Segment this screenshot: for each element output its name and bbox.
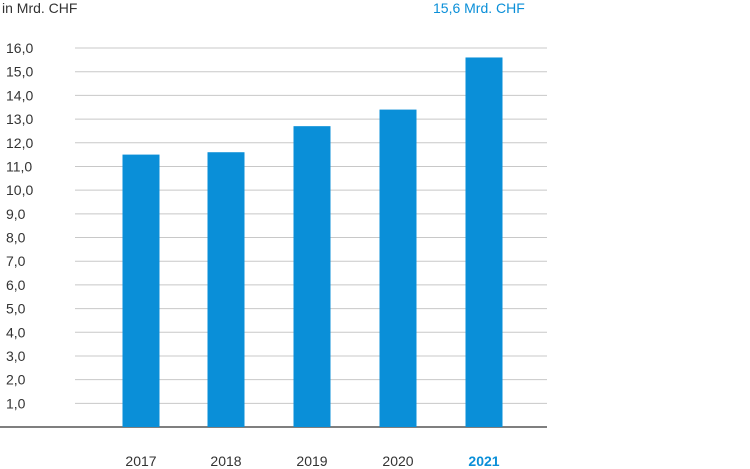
y-tick-label: 9,0 bbox=[6, 206, 26, 222]
y-tick-label: 11,0 bbox=[6, 158, 32, 174]
highlight-value-label: 15,6 Mrd. CHF bbox=[433, 0, 525, 16]
y-tick-label: 16,0 bbox=[6, 40, 33, 56]
y-tick-label: 4,0 bbox=[6, 324, 26, 340]
bar-2021 bbox=[465, 57, 503, 427]
x-tick-label: 2021 bbox=[468, 453, 499, 469]
bar-2020 bbox=[379, 109, 417, 428]
y-tick-label: 3,0 bbox=[6, 348, 26, 364]
y-tick-label: 6,0 bbox=[6, 277, 26, 293]
y-tick-label: 5,0 bbox=[6, 301, 26, 317]
y-tick-label: 10,0 bbox=[6, 182, 33, 198]
bar-2017 bbox=[122, 154, 160, 427]
y-tick-label: 15,0 bbox=[6, 64, 33, 80]
bar-2018 bbox=[207, 152, 245, 427]
y-axis-unit-label: in Mrd. CHF bbox=[2, 0, 78, 16]
x-tick-label: 2020 bbox=[382, 453, 413, 469]
x-tick-label: 2017 bbox=[125, 453, 156, 469]
bar-2019 bbox=[293, 126, 331, 427]
y-tick-label: 8,0 bbox=[6, 230, 26, 246]
x-tick-label: 2019 bbox=[296, 453, 327, 469]
y-tick-label: 7,0 bbox=[6, 253, 26, 269]
y-tick-label: 12,0 bbox=[6, 135, 33, 151]
y-tick-label: 2,0 bbox=[6, 372, 26, 388]
y-tick-label: 1,0 bbox=[6, 395, 26, 411]
y-tick-label: 14,0 bbox=[6, 87, 33, 103]
y-tick-label: 13,0 bbox=[6, 111, 33, 127]
x-tick-label: 2018 bbox=[210, 453, 241, 469]
